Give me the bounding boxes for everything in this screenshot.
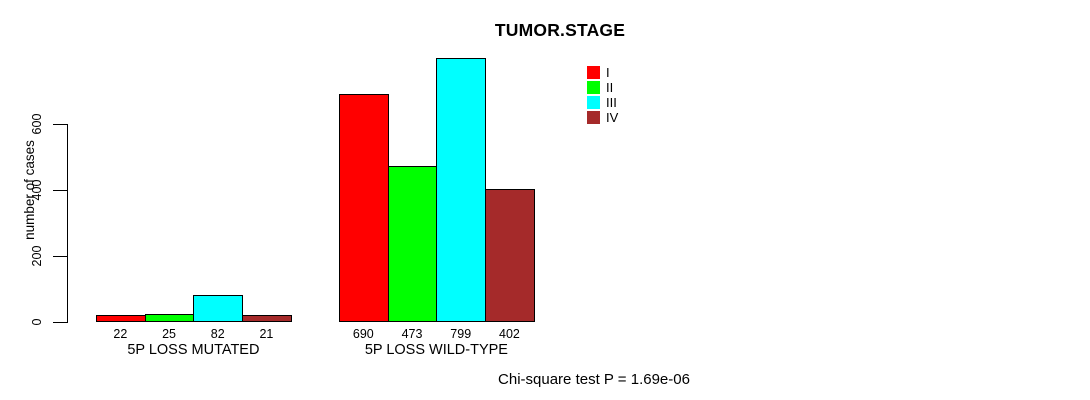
bar-value-label: 402 <box>499 327 520 341</box>
group-label: 5P LOSS WILD-TYPE <box>364 342 508 358</box>
legend-color-swatch <box>587 96 600 109</box>
bar <box>242 315 292 322</box>
bar-value-label: 690 <box>352 327 374 341</box>
legend-label: II <box>606 80 614 95</box>
y-axis-tick <box>53 190 67 191</box>
y-axis-tick <box>53 256 67 257</box>
y-axis-tick <box>53 322 67 323</box>
legend-label: I <box>606 65 610 80</box>
y-axis-tick-label: 600 <box>30 113 44 135</box>
bar <box>144 313 195 322</box>
legend-item: IV <box>587 110 618 125</box>
legend-color-swatch <box>587 66 600 79</box>
chart-title: TUMOR.STAGE <box>494 20 626 40</box>
legend-item: III <box>587 95 618 110</box>
y-axis-tick <box>53 124 67 125</box>
y-axis-tick-label: 0 <box>30 318 44 326</box>
bar <box>193 294 244 322</box>
bar <box>436 58 487 322</box>
bar-value-label: 82 <box>210 327 225 341</box>
y-axis-tick-label: 400 <box>30 179 44 201</box>
legend-color-swatch <box>587 111 600 124</box>
y-axis-tick-label: 200 <box>30 245 44 267</box>
legend-color-swatch <box>587 81 600 94</box>
chi-square-annotation: Chi-square test P = 1.69e-06 <box>498 371 690 388</box>
legend-label: III <box>606 95 617 110</box>
legend-item: II <box>587 80 618 95</box>
bar-value-label: 21 <box>259 327 274 341</box>
bar <box>485 189 535 322</box>
bar-value-label: 473 <box>401 327 423 341</box>
bar <box>96 314 146 322</box>
legend: I II III IV <box>587 65 618 125</box>
legend-label: IV <box>606 110 619 125</box>
bar-value-label: 25 <box>162 327 176 341</box>
bar <box>339 94 389 322</box>
bar <box>387 165 438 322</box>
y-axis-line <box>67 124 68 323</box>
bar-value-label: 22 <box>113 327 128 341</box>
bar-value-label: 799 <box>450 327 472 341</box>
legend-item: I <box>587 65 618 80</box>
group-label: 5P LOSS MUTATED <box>127 342 260 358</box>
